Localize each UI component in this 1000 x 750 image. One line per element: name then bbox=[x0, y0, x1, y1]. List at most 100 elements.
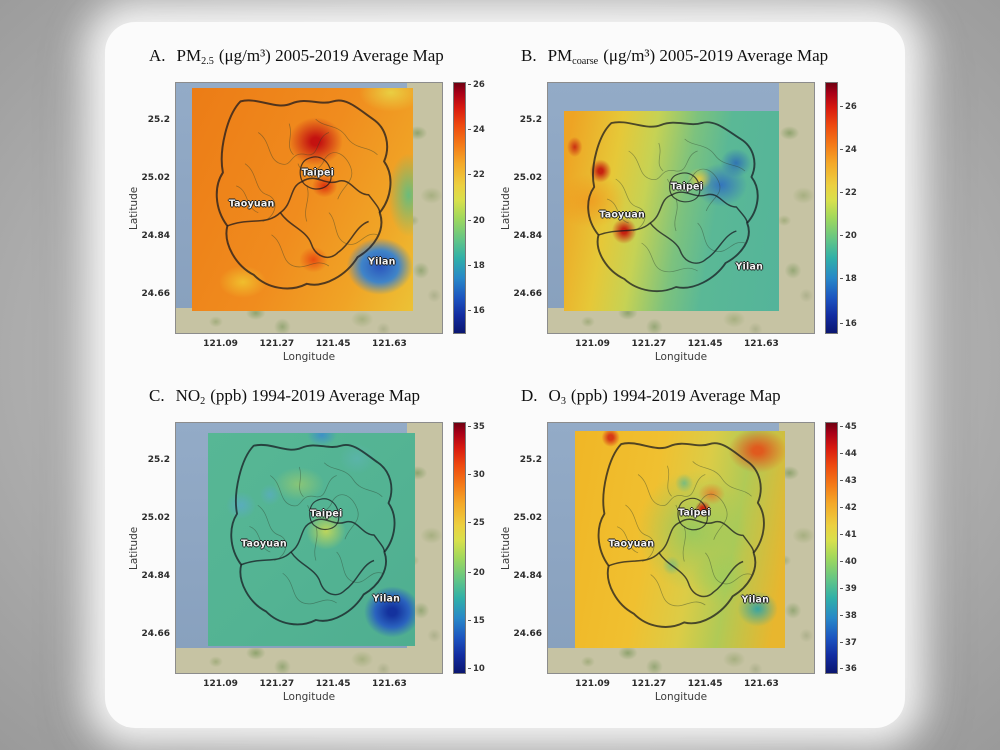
colorbar-tick-label: 16 bbox=[468, 306, 485, 316]
panel-pmcoarse: B. PMcoarse (μg/m³) 2005-2019 Average Map L… bbox=[497, 38, 883, 364]
y-tick-label: 25.02 bbox=[141, 512, 170, 523]
panel-o3: D. O3 (ppb) 1994-2019 Average Map Latitude 2… bbox=[497, 378, 883, 704]
city-label-taoyuan: Taoyuan bbox=[599, 209, 645, 220]
y-tick-label: 25.2 bbox=[519, 114, 542, 125]
y-tick-label: 25.2 bbox=[147, 454, 170, 465]
y-tick-label: 25.2 bbox=[519, 454, 542, 465]
map-d: Taipei Taoyuan Yilan bbox=[547, 422, 815, 674]
city-label-taipei: Taipei bbox=[670, 181, 704, 192]
colorbar-tick-label: 45 bbox=[840, 422, 857, 432]
city-label-taipei: Taipei bbox=[309, 508, 343, 520]
map-b: Taipei Taoyuan Yilan bbox=[547, 82, 815, 334]
terrain-basemap-right bbox=[779, 83, 814, 333]
x-axis-label: Longitude bbox=[282, 691, 336, 703]
pollutant-name: O bbox=[548, 386, 561, 405]
city-label-taoyuan: Taoyuan bbox=[228, 198, 275, 210]
y-tick-label: 24.66 bbox=[141, 288, 170, 299]
colorbar-tick-label: 36 bbox=[840, 664, 857, 674]
x-tick-label: 121.27 bbox=[259, 339, 295, 349]
panel-letter: A. bbox=[149, 46, 166, 65]
x-axis-label: Longitude bbox=[282, 351, 336, 363]
city-label-taipei: Taipei bbox=[678, 507, 711, 519]
colorbar-tick-label: 26 bbox=[468, 80, 485, 90]
colorbar-tick-label: 20 bbox=[468, 568, 485, 578]
x-axis-label: Longitude bbox=[654, 351, 708, 363]
x-tick-label: 121.63 bbox=[372, 339, 407, 349]
colorbar-tick-label: 24 bbox=[840, 145, 857, 155]
colorbar-tick-label: 22 bbox=[840, 188, 857, 198]
panel-letter: C. bbox=[149, 386, 165, 405]
y-tick-label: 24.66 bbox=[141, 628, 170, 639]
city-label-yilan: Yilan bbox=[368, 256, 396, 268]
x-tick-label: 121.09 bbox=[575, 339, 610, 349]
title-suffix: (ppb) 1994-2019 Average Map bbox=[570, 386, 781, 405]
terrain-basemap-right bbox=[779, 423, 814, 673]
map-a: Taipei Taoyuan Yilan bbox=[175, 82, 443, 334]
terrain-basemap-bottom bbox=[176, 308, 442, 333]
colorbar-tick-label: 18 bbox=[468, 261, 485, 271]
panel-letter: B. bbox=[521, 46, 537, 65]
y-tick-label: 24.66 bbox=[513, 628, 542, 639]
y-axis-ticks: 25.2 25.02 24.84 24.66 bbox=[511, 422, 545, 674]
x-axis-ticks: 121.09 121.27 121.45 121.63 bbox=[547, 339, 815, 351]
x-tick-label: 121.27 bbox=[631, 679, 667, 689]
colorbar-tick-label: 44 bbox=[840, 449, 857, 459]
terrain-basemap-right bbox=[407, 83, 442, 333]
x-tick-label: 121.09 bbox=[203, 679, 238, 689]
x-tick-label: 121.45 bbox=[315, 679, 351, 689]
y-axis-ticks: 25.2 25.02 24.84 24.66 bbox=[139, 422, 173, 674]
pollutant-subscript: coarse bbox=[572, 56, 599, 68]
panel-title: C. NO2 (ppb) 1994-2019 Average Map bbox=[149, 386, 420, 407]
colorbar-ticks: 26 24 22 20 18 16 bbox=[468, 80, 504, 334]
colorbar-tick-label: 10 bbox=[468, 664, 485, 674]
interpolated-heatmap-surface: Taipei Taoyuan Yilan bbox=[207, 433, 416, 646]
colorbar-tick-label: 43 bbox=[840, 476, 857, 486]
colorbar-tick-label: 18 bbox=[840, 274, 857, 284]
colorbar-tick-label: 26 bbox=[840, 102, 857, 112]
colorbar-ticks: 45 44 43 42 41 40 39 38 37 36 bbox=[840, 422, 876, 674]
y-tick-label: 25.02 bbox=[141, 172, 170, 183]
colorbar-tick-label: 20 bbox=[468, 216, 485, 226]
y-tick-label: 24.66 bbox=[513, 288, 542, 299]
colorbar-tick-label: 20 bbox=[840, 231, 857, 241]
city-label-taipei: Taipei bbox=[301, 167, 335, 179]
colorbar-gradient bbox=[453, 422, 466, 674]
x-axis-label: Longitude bbox=[654, 691, 708, 703]
x-tick-label: 121.09 bbox=[203, 339, 238, 349]
pollutant-name: PM bbox=[176, 46, 202, 65]
colorbar-tick-label: 42 bbox=[840, 503, 857, 513]
x-tick-label: 121.45 bbox=[315, 339, 351, 349]
pollutant-subscript: 2 bbox=[200, 396, 206, 408]
city-label-taoyuan: Taoyuan bbox=[241, 538, 287, 549]
colorbar-gradient bbox=[825, 82, 838, 334]
y-tick-label: 25.2 bbox=[147, 114, 170, 125]
colorbar-tick-label: 30 bbox=[468, 470, 485, 480]
panel-title: B. PMcoarse (μg/m³) 2005-2019 Average Map bbox=[521, 46, 828, 67]
y-tick-label: 24.84 bbox=[513, 570, 542, 581]
pollutant-subscript: 3 bbox=[560, 396, 566, 408]
y-axis-ticks: 25.2 25.02 24.84 24.66 bbox=[511, 82, 545, 334]
colorbar-tick-label: 40 bbox=[840, 557, 857, 567]
y-tick-label: 24.84 bbox=[141, 570, 170, 581]
panel-title: A. PM2.5 (μg/m³) 2005-2019 Average Map bbox=[149, 46, 444, 67]
colorbar-tick-label: 39 bbox=[840, 584, 857, 594]
map-c: Taipei Taoyuan Yilan bbox=[175, 422, 443, 674]
terrain-basemap-bottom bbox=[548, 308, 814, 333]
interpolated-heatmap-surface: Taipei Taoyuan Yilan bbox=[574, 430, 785, 648]
x-tick-label: 121.63 bbox=[744, 339, 779, 349]
pollutant-name: NO bbox=[175, 386, 201, 405]
x-axis-ticks: 121.09 121.27 121.45 121.63 bbox=[547, 679, 815, 691]
panel-no2: C. NO2 (ppb) 1994-2019 Average Map Latitude… bbox=[125, 378, 495, 704]
colorbar-tick-label: 37 bbox=[840, 638, 857, 648]
colorbar-tick-label: 24 bbox=[468, 125, 485, 135]
district-boundaries-overlay bbox=[230, 443, 396, 626]
colorbar-tick-label: 16 bbox=[840, 319, 857, 329]
panel-title: D. O3 (ppb) 1994-2019 Average Map bbox=[521, 386, 781, 407]
colorbar-gradient bbox=[825, 422, 838, 674]
y-tick-label: 25.02 bbox=[513, 512, 542, 523]
x-tick-label: 121.09 bbox=[575, 679, 610, 689]
title-suffix: (ppb) 1994-2019 Average Map bbox=[210, 386, 421, 405]
colorbar-tick-label: 25 bbox=[468, 518, 485, 528]
y-tick-label: 24.84 bbox=[513, 230, 542, 241]
